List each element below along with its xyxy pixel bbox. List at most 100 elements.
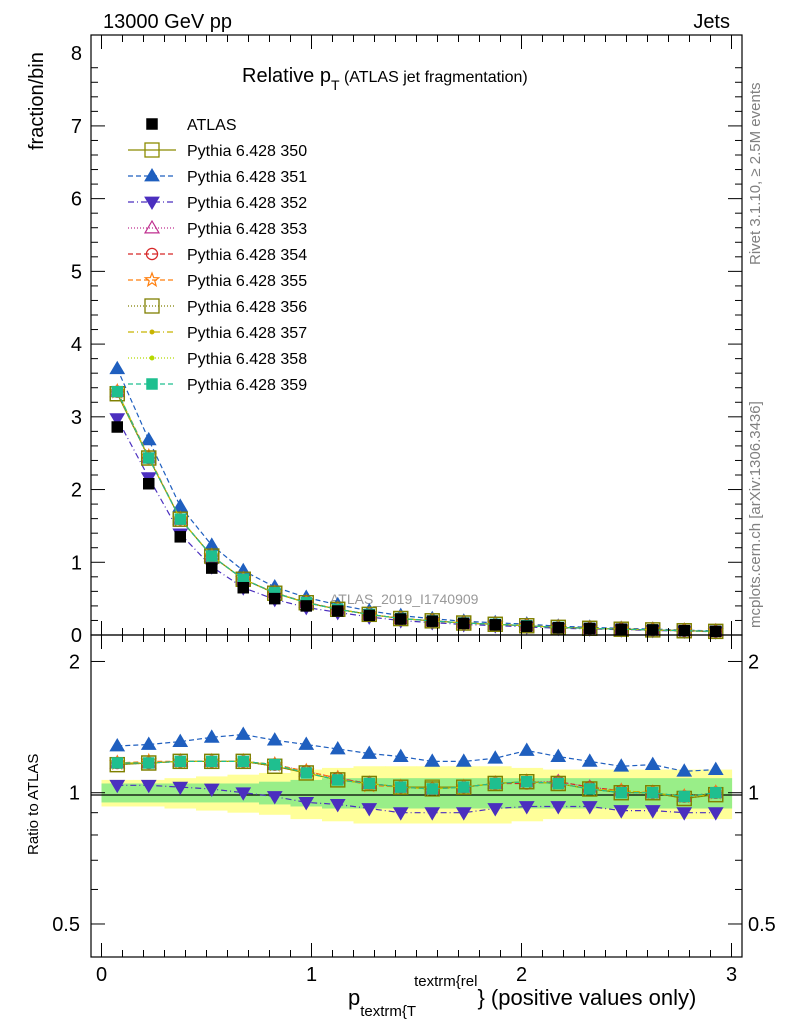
plot-title: Relative pT (ATLAS jet fragmentation) [242, 65, 528, 93]
data-point [332, 605, 344, 617]
data-point [206, 562, 218, 574]
main-series-point [206, 550, 218, 562]
ratio-panel: 0.5 0.5 1 1 2 2 [52, 634, 776, 958]
main-series-point [708, 623, 724, 640]
main-ytick-label: 2 [71, 480, 82, 502]
ratio-series-point [424, 807, 441, 821]
ratio-series-point [581, 801, 598, 815]
legend-marker [144, 142, 160, 158]
ratio-series-point [710, 786, 722, 799]
ratio-series-point [678, 790, 690, 803]
legend-label: ATLAS [187, 117, 237, 134]
ratio-series-point [109, 737, 126, 752]
ratio-series-point [424, 753, 441, 767]
title-main: Relative p [242, 65, 331, 87]
ratio-series-point [487, 803, 504, 817]
x-tick-label: 1 [306, 964, 317, 986]
ratio-series-point [552, 777, 564, 790]
ratio-series-point [203, 783, 220, 797]
ratio-series-point [172, 781, 189, 796]
ratio-series-point [361, 803, 378, 817]
ratio-series-point [174, 755, 186, 768]
ratio-series-point [455, 807, 472, 821]
ratio-band-inner [133, 783, 166, 803]
ratio-series-point [489, 777, 501, 790]
legend-marker [144, 196, 160, 210]
legend-marker [146, 378, 158, 390]
legend-label: Pythia 6.428 357 [187, 325, 307, 342]
legend-label: Pythia 6.428 355 [187, 273, 307, 290]
legend-marker [143, 219, 161, 234]
ratio-series-point [235, 726, 252, 740]
ratio-series-point [613, 805, 630, 819]
ratio-series-point [298, 797, 315, 811]
main-series-point [111, 385, 123, 398]
title-sub: T [331, 77, 340, 93]
ratio-series-point [266, 791, 283, 805]
main-series-layer [108, 360, 725, 640]
ratio-series-point [140, 736, 157, 750]
data-point [489, 619, 501, 631]
ratio-series-point [298, 736, 315, 750]
data-point [647, 624, 659, 636]
ratio-series-point [550, 748, 567, 763]
main-ytick-label: 7 [71, 116, 82, 138]
data-point [426, 615, 438, 627]
ratio-series-point [361, 745, 378, 759]
legend-marker [145, 247, 159, 261]
data-point [363, 609, 375, 622]
ratio-series-point [518, 801, 535, 815]
ratio-series-point [458, 781, 470, 793]
legend-label: Pythia 6.428 354 [187, 247, 307, 264]
data-point [678, 624, 690, 637]
ratio-ytick-label-left: 1 [69, 783, 80, 805]
mcplots-label: mcplots.cern.ch [arXiv:1306.3436] [747, 401, 764, 628]
data-point [111, 421, 123, 433]
ratio-series-point [329, 799, 346, 813]
main-series-point [361, 606, 377, 623]
x-axis-ticks: 0 1 2 3 [96, 35, 737, 986]
data-point [237, 581, 249, 594]
ratio-ytick-label-right: 2 [748, 651, 759, 673]
x-tick-label: 0 [96, 964, 107, 986]
main-series-point [174, 513, 186, 525]
main-series-point [109, 360, 126, 375]
ratio-series-point [395, 781, 407, 793]
ratio-series-line [117, 784, 716, 814]
beam-label: 13000 GeV pp [103, 11, 232, 33]
ratio-series-line [117, 760, 716, 798]
main-ytick-label: 8 [71, 43, 82, 65]
ratio-series-point [392, 807, 409, 821]
legend-marker [144, 168, 160, 182]
x-axis-title: ptextrm{T textrm{rel} (positive values on… [348, 973, 696, 1020]
ratio-series-point [237, 755, 249, 768]
ratio-series-point [266, 732, 283, 746]
legend-label: Pythia 6.428 356 [187, 299, 307, 316]
ratio-series-point [644, 756, 661, 771]
main-ytick-label: 3 [71, 407, 82, 429]
ratio-series-point [206, 755, 218, 768]
ratio-ytick-label-right: 1 [748, 783, 759, 805]
main-ylabel: fraction/bin [26, 52, 48, 150]
main-ytick-label: 6 [71, 189, 82, 211]
ratio-series-point [330, 772, 346, 788]
main-series-point [172, 511, 188, 527]
xlabel-sub: textrm{T [360, 1003, 416, 1020]
data-point [269, 592, 281, 605]
main-series-point [143, 452, 155, 464]
ratio-series-point [332, 774, 344, 786]
x-tick-label: 2 [516, 964, 527, 986]
main-panel: 0 1 2 3 4 5 6 7 8 ATLAS_2019_I1740909 ATLAS Pythi… [71, 34, 743, 647]
x-tick-label: 3 [726, 964, 737, 986]
ratio-series-point [109, 779, 126, 794]
ratio-series-point [707, 761, 724, 775]
ratio-series-point [426, 783, 438, 795]
ratio-series-point [329, 740, 346, 755]
ratio-series-point [521, 775, 533, 788]
process-label: Jets [693, 11, 730, 33]
ratio-ytick-label-left: 2 [69, 651, 80, 673]
ratio-series-point [613, 758, 630, 772]
ratio-series-point [392, 748, 409, 763]
ratio-series-point [172, 733, 189, 747]
main-series-point [141, 450, 157, 466]
